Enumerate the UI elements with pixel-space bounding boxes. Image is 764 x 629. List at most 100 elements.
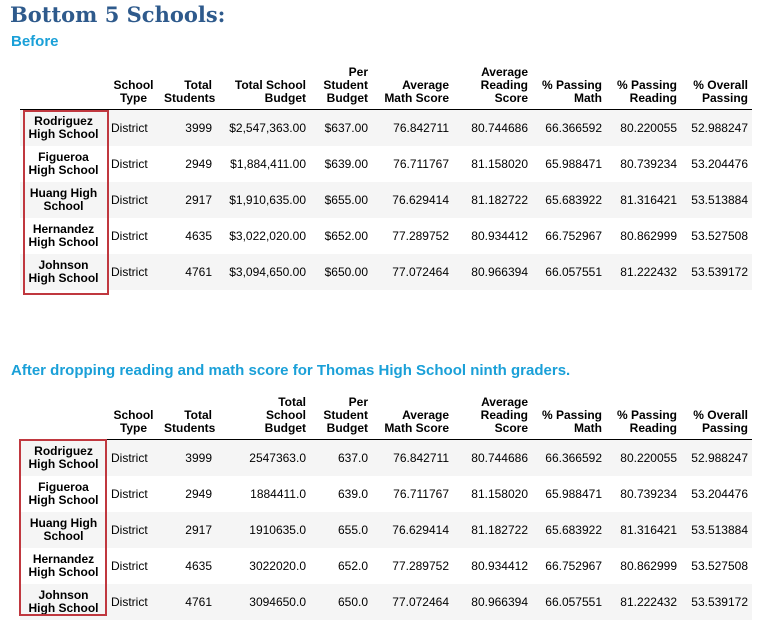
column-header-school-type: School Type	[113, 408, 154, 435]
per-student-budget-cell: 639.0	[337, 487, 368, 501]
pct-overall-cell: 53.527508	[691, 229, 748, 243]
table-row: Figueroa High School District 2949 $1,884…	[20, 146, 752, 182]
table-row: Figueroa High School District 2949 188441…	[20, 476, 752, 512]
avg-reading-cell: 81.182722	[471, 193, 528, 207]
total-budget-cell: 1884411.0	[250, 487, 306, 501]
pct-reading-cell: 80.862999	[620, 559, 677, 573]
pct-overall-cell: 53.513884	[691, 523, 748, 537]
avg-reading-cell: 81.182722	[471, 523, 528, 537]
total-students-cell: 4761	[185, 265, 212, 279]
per-student-budget-cell: 655.0	[337, 523, 368, 537]
pct-overall-cell: 52.988247	[691, 451, 748, 465]
total-students-cell: 3999	[185, 121, 212, 135]
avg-math-cell: 76.711767	[393, 157, 449, 171]
pct-math-cell: 66.057551	[545, 265, 602, 279]
column-header-avg-reading: Average Reading Score	[480, 395, 528, 435]
avg-math-cell: 76.842711	[393, 121, 449, 135]
school-type-cell: District	[111, 451, 148, 465]
pct-overall-cell: 52.988247	[691, 121, 748, 135]
column-header-pct-reading: % Passing Reading	[616, 408, 677, 435]
per-student-budget-cell: $637.00	[324, 121, 368, 135]
pct-reading-cell: 80.739234	[620, 487, 677, 501]
column-header-total-students: Total Students	[164, 408, 216, 435]
total-budget-cell: $3,022,020.00	[229, 229, 306, 243]
avg-reading-cell: 80.934412	[471, 559, 528, 573]
column-header-total-budget: Total School Budget	[264, 395, 306, 435]
total-budget-cell: 2547363.0	[249, 451, 306, 465]
total-budget-cell: 1910635.0	[249, 523, 306, 537]
pct-reading-cell: 80.220055	[620, 451, 677, 465]
column-header-pct-math: % Passing Math	[541, 78, 602, 105]
table-header-row: School Type Total Students Total School Budg…	[20, 396, 752, 440]
total-budget-cell: $1,884,411.00	[230, 157, 306, 171]
table-row: Huang High School District 2917 1910635.0…	[20, 512, 752, 548]
column-header-pct-math: % Passing Math	[541, 408, 602, 435]
pct-reading-cell: 81.316421	[620, 193, 677, 207]
column-header-per-student-budget: Per Student Budget	[323, 395, 368, 435]
pct-math-cell: 66.366592	[545, 451, 602, 465]
column-header-per-student-budget: Per Student Budget	[323, 65, 368, 105]
avg-math-cell: 76.629414	[392, 193, 449, 207]
total-students-cell: 2949	[185, 157, 212, 171]
avg-reading-cell: 81.158020	[471, 157, 528, 171]
pct-reading-cell: 80.220055	[620, 121, 677, 135]
school-type-cell: District	[111, 265, 148, 279]
total-budget-cell: $2,547,363.00	[229, 121, 306, 135]
pct-overall-cell: 53.204476	[691, 157, 748, 171]
section-heading-before: Before	[11, 33, 59, 50]
pct-math-cell: 65.988471	[545, 157, 602, 171]
school-type-cell: District	[111, 487, 148, 501]
total-students-cell: 4761	[185, 595, 212, 609]
per-student-budget-cell: 637.0	[337, 451, 368, 465]
total-budget-cell: 3022020.0	[249, 559, 306, 573]
per-student-budget-cell: 650.0	[337, 595, 368, 609]
avg-reading-cell: 80.934412	[471, 229, 528, 243]
avg-math-cell: 76.629414	[392, 523, 449, 537]
pct-math-cell: 66.752967	[545, 559, 602, 573]
avg-math-cell: 77.289752	[392, 559, 449, 573]
column-header-pct-overall: % Overall Passing	[693, 78, 748, 105]
per-student-budget-cell: $639.00	[324, 157, 368, 171]
column-header-total-students: Total Students	[164, 78, 216, 105]
pct-overall-cell: 53.539172	[691, 265, 748, 279]
per-student-budget-cell: $650.00	[324, 265, 368, 279]
pct-math-cell: 65.683922	[545, 523, 602, 537]
table-header-row: School Type Total Students Total School Bud…	[20, 66, 752, 110]
avg-reading-cell: 80.744686	[471, 451, 528, 465]
school-type-cell: District	[111, 595, 148, 609]
column-header-total-budget: Total School Budget	[234, 78, 306, 105]
index-header	[20, 396, 107, 440]
pct-reading-cell: 81.316421	[620, 523, 677, 537]
school-name: Hernandez High School	[28, 552, 99, 579]
school-name: Johnson High School	[28, 258, 99, 285]
school-type-cell: District	[111, 229, 148, 243]
avg-math-cell: 77.072464	[392, 265, 449, 279]
column-header-pct-reading: % Passing Reading	[616, 78, 677, 105]
pct-reading-cell: 81.222432	[620, 595, 677, 609]
avg-math-cell: 76.711767	[393, 487, 449, 501]
school-name: Figueroa High School	[28, 480, 99, 507]
avg-reading-cell: 81.158020	[471, 487, 528, 501]
total-students-cell: 3999	[185, 451, 212, 465]
column-header-avg-math: Average Math Score	[384, 408, 449, 435]
table-row: Hernandez High School District 4635 $3,02…	[20, 218, 752, 254]
avg-reading-cell: 80.966394	[471, 595, 528, 609]
page-title: Bottom 5 Schools:	[10, 2, 226, 27]
avg-math-cell: 77.072464	[392, 595, 449, 609]
school-type-cell: District	[111, 193, 148, 207]
school-type-cell: District	[111, 559, 148, 573]
school-name: Figueroa High School	[28, 150, 99, 177]
total-budget-cell: 3094650.0	[249, 595, 306, 609]
school-name: Johnson High School	[28, 588, 99, 615]
total-students-cell: 2917	[185, 523, 212, 537]
avg-math-cell: 77.289752	[392, 229, 449, 243]
pct-math-cell: 66.752967	[545, 229, 602, 243]
table-row: Johnson High School District 4761 $3,094,…	[20, 254, 752, 290]
avg-math-cell: 76.842711	[393, 451, 449, 465]
pct-math-cell: 66.366592	[545, 121, 602, 135]
pct-overall-cell: 53.539172	[691, 595, 748, 609]
column-header-pct-overall: % Overall Passing	[693, 408, 748, 435]
school-name: Hernandez High School	[28, 222, 99, 249]
school-type-cell: District	[111, 121, 148, 135]
column-header-avg-reading: Average Reading Score	[480, 65, 528, 105]
